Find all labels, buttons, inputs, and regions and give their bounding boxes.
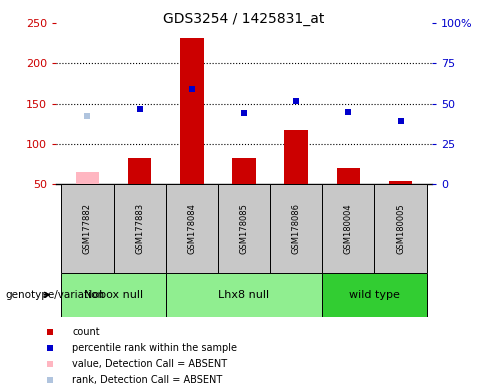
Bar bbox=[322, 184, 374, 273]
Text: GSM177883: GSM177883 bbox=[135, 203, 144, 254]
Text: wild type: wild type bbox=[349, 290, 400, 300]
Bar bbox=[61, 273, 166, 317]
Text: Lhx8 null: Lhx8 null bbox=[219, 290, 269, 300]
Bar bbox=[270, 184, 322, 273]
Bar bbox=[128, 158, 151, 184]
Text: GSM180004: GSM180004 bbox=[344, 203, 353, 254]
Bar bbox=[322, 273, 427, 317]
Text: count: count bbox=[72, 327, 100, 337]
Text: GSM178084: GSM178084 bbox=[187, 203, 196, 254]
Text: GSM178085: GSM178085 bbox=[240, 203, 248, 254]
Bar bbox=[285, 130, 308, 184]
Text: value, Detection Call = ABSENT: value, Detection Call = ABSENT bbox=[72, 359, 227, 369]
Text: genotype/variation: genotype/variation bbox=[5, 290, 104, 300]
Bar bbox=[76, 172, 99, 184]
Text: GSM180005: GSM180005 bbox=[396, 203, 405, 254]
Bar bbox=[166, 273, 322, 317]
Text: Nobox null: Nobox null bbox=[84, 290, 143, 300]
Bar bbox=[337, 168, 360, 184]
Text: percentile rank within the sample: percentile rank within the sample bbox=[72, 343, 237, 353]
Bar bbox=[389, 181, 412, 184]
Bar bbox=[166, 184, 218, 273]
Bar bbox=[232, 158, 256, 184]
Bar bbox=[218, 184, 270, 273]
Text: rank, Detection Call = ABSENT: rank, Detection Call = ABSENT bbox=[72, 374, 223, 384]
Text: GSM177882: GSM177882 bbox=[83, 203, 92, 254]
Text: GDS3254 / 1425831_at: GDS3254 / 1425831_at bbox=[163, 12, 325, 25]
Text: GSM178086: GSM178086 bbox=[292, 203, 301, 254]
Bar bbox=[374, 184, 427, 273]
Bar bbox=[180, 38, 203, 184]
Bar bbox=[61, 184, 114, 273]
Bar bbox=[114, 184, 166, 273]
